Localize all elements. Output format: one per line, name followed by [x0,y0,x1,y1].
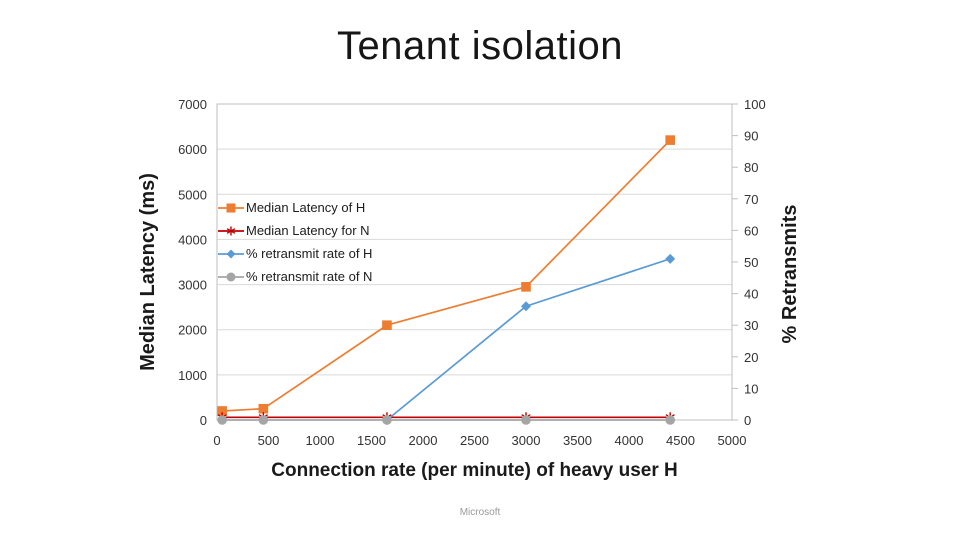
right-axis-tick-label: 60 [744,223,758,238]
data-point-marker-square [382,320,392,330]
left-axis-tick-label: 4000 [178,232,207,247]
legend-item: Median Latency of H [218,196,372,219]
right-axis-tick-label: 20 [744,350,758,365]
series-3 [217,415,675,425]
legend-item: % retransmit rate of N [218,265,372,288]
data-point-marker-diamond [665,253,676,264]
left-axis-tick-label: 2000 [178,323,207,338]
asterisk-marker-icon [218,226,244,235]
square-marker-icon [218,203,244,212]
slide-title: Tenant isolation [337,24,623,68]
chart-legend: Median Latency of H Median Latency for N%… [218,196,372,288]
series-2 [381,253,676,425]
x-axis-tick-label: 3000 [512,433,541,448]
right-axis-tick-label: 100 [744,97,766,112]
data-point-marker-square [217,406,227,416]
x-axis-tick-label: 2000 [409,433,438,448]
data-point-marker-diamond [521,301,531,312]
x-axis-tick-label: 2500 [460,433,489,448]
legend-item-label: % retransmit rate of N [246,269,373,284]
y-axis-left-title: Median Latency (ms) [137,173,159,371]
diamond-marker-icon [218,249,244,258]
left-axis-tick-label: 0 [200,413,207,428]
x-axis-tick-label: 0 [213,433,220,448]
left-axis-tick-label: 7000 [178,97,207,112]
right-axis-tick-label: 10 [744,381,758,396]
data-point-marker-circle [521,415,531,425]
footer-text: Microsoft [459,507,501,518]
legend-item: Median Latency for N [218,219,372,242]
left-axis-tick-label: 3000 [178,278,207,293]
right-axis-tick-label: 0 [744,413,751,428]
circle-marker-icon [218,272,244,281]
right-axis-tick-label: 30 [744,318,758,333]
right-axis-tick-label: 40 [744,287,758,302]
x-axis-tick-label: 3500 [563,433,592,448]
right-axis-tick-label: 50 [744,255,758,270]
right-axis-tick-label: 80 [744,160,758,175]
x-axis-tick-label: 4500 [666,433,695,448]
x-axis-tick-label: 1500 [357,433,386,448]
left-axis-tick-label: 1000 [178,368,207,383]
x-axis-tick-label: 4000 [615,433,644,448]
x-axis-tick-label: 1000 [306,433,335,448]
x-axis-title: Connection rate (per minute) of heavy us… [271,460,678,481]
data-point-marker-square [665,135,675,145]
data-point-marker-circle [258,415,269,425]
legend-item: % retransmit rate of H [218,242,372,265]
y-axis-right-title: % Retransmits [779,204,801,344]
right-axis-tick-label: 90 [744,129,758,144]
data-point-marker-circle [665,415,675,425]
legend-item-label: % retransmit rate of H [246,246,373,261]
series-0 [217,135,675,416]
left-axis-tick-label: 5000 [178,187,207,202]
right-axis-tick-label: 70 [744,192,758,207]
x-axis-tick-label: 500 [258,433,280,448]
left-axis-tick-label: 6000 [178,142,207,157]
legend-item-label: Median Latency for N [246,223,370,238]
legend-item-label: Median Latency of H [246,200,366,215]
data-point-marker-square [258,403,269,414]
data-point-marker-circle [217,415,227,425]
x-axis-tick-label: 5000 [718,433,747,448]
data-point-marker-square [521,282,531,292]
data-point-marker-circle [382,415,392,425]
